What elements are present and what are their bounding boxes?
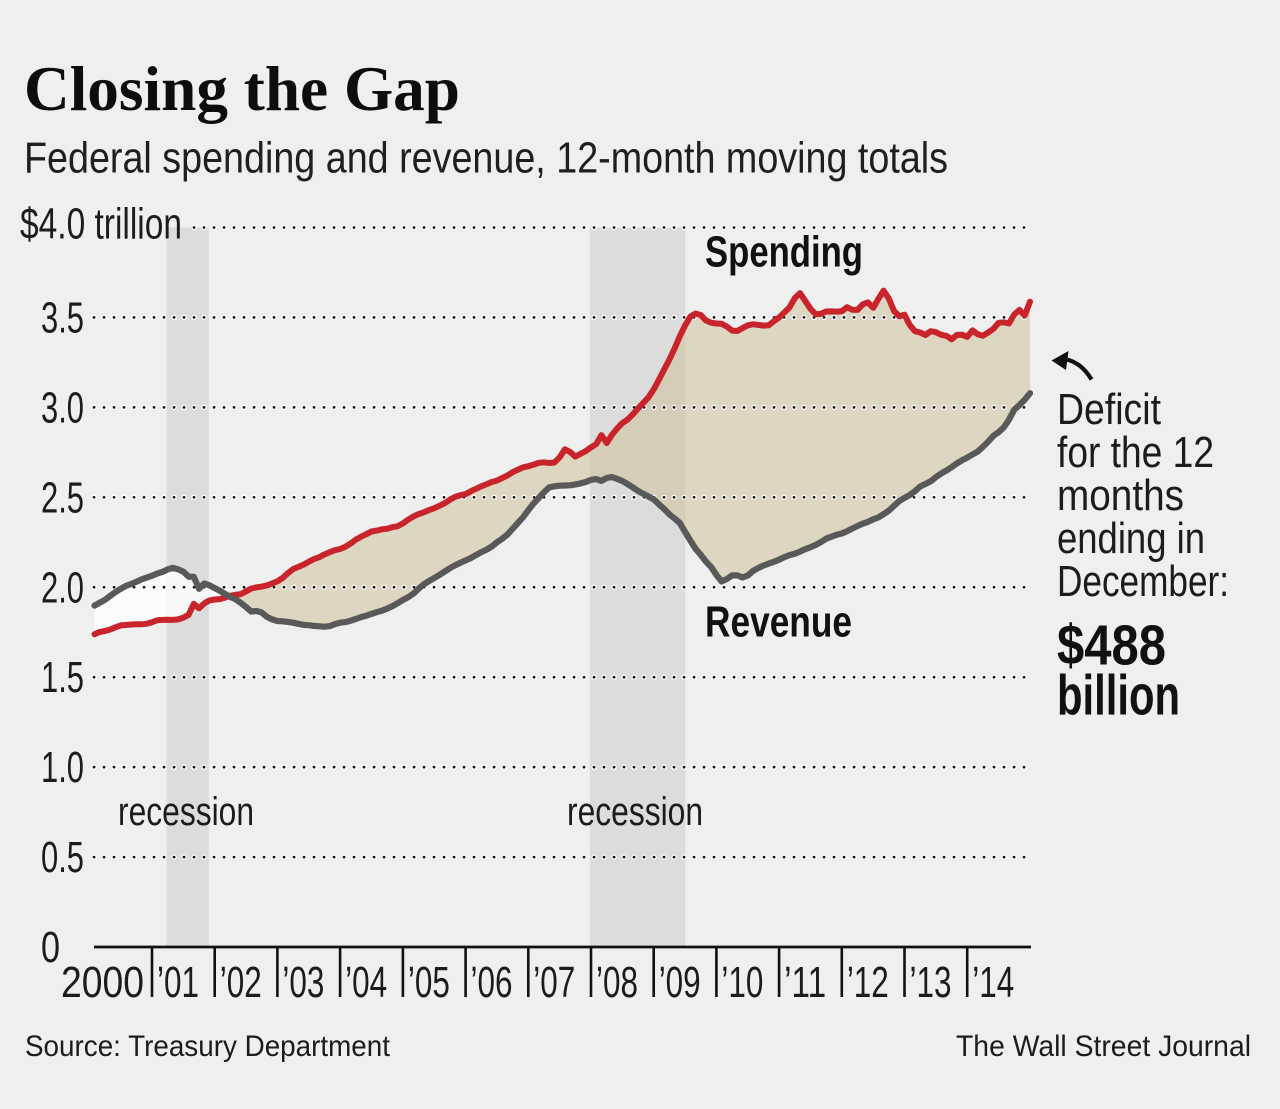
svg-text:recession: recession (118, 790, 254, 834)
svg-text:’05: ’05 (408, 959, 450, 1007)
svg-text:’01: ’01 (157, 959, 199, 1007)
svg-text:recession: recession (567, 790, 703, 834)
svg-text:0: 0 (41, 924, 60, 972)
svg-text:’09: ’09 (659, 959, 701, 1007)
svg-text:’02: ’02 (220, 959, 262, 1007)
svg-text:Federal spending and revenue,: Federal spending and revenue, 12-month m… (24, 135, 948, 183)
svg-text:2.0: 2.0 (41, 564, 84, 612)
svg-text:Closing the Gap: Closing the Gap (24, 53, 460, 124)
svg-text:for the 12: for the 12 (1057, 429, 1214, 477)
svg-text:’06: ’06 (471, 959, 513, 1007)
svg-text:0.5: 0.5 (41, 834, 84, 882)
svg-text:2.5: 2.5 (41, 474, 84, 522)
svg-text:The Wall Street Journal: The Wall Street Journal (956, 1030, 1251, 1063)
svg-text:’08: ’08 (596, 959, 638, 1007)
svg-text:3.5: 3.5 (41, 295, 84, 343)
svg-text:3.0: 3.0 (41, 384, 84, 432)
svg-text:2000: 2000 (61, 959, 144, 1007)
svg-text:$4.0 trillion: $4.0 trillion (20, 200, 182, 248)
svg-text:months: months (1057, 472, 1184, 520)
svg-text:Source: Treasury Department: Source: Treasury Department (25, 1030, 391, 1063)
svg-text:’10: ’10 (721, 959, 763, 1007)
svg-text:’11: ’11 (784, 959, 826, 1007)
svg-text:’14: ’14 (972, 959, 1014, 1007)
svg-text:1.0: 1.0 (41, 744, 84, 792)
svg-text:’07: ’07 (533, 959, 575, 1007)
svg-text:December:: December: (1057, 558, 1229, 606)
svg-text:’13: ’13 (910, 959, 952, 1007)
svg-text:Deficit: Deficit (1057, 386, 1161, 434)
svg-text:Revenue: Revenue (705, 599, 852, 647)
svg-text:’03: ’03 (282, 959, 324, 1007)
svg-text:Spending: Spending (705, 229, 863, 277)
svg-text:’12: ’12 (847, 959, 889, 1007)
svg-text:1.5: 1.5 (41, 654, 84, 702)
svg-text:’04: ’04 (345, 959, 387, 1007)
svg-text:billion: billion (1057, 664, 1180, 727)
svg-text:$488: $488 (1057, 614, 1166, 677)
svg-text:ending in: ending in (1057, 515, 1205, 563)
